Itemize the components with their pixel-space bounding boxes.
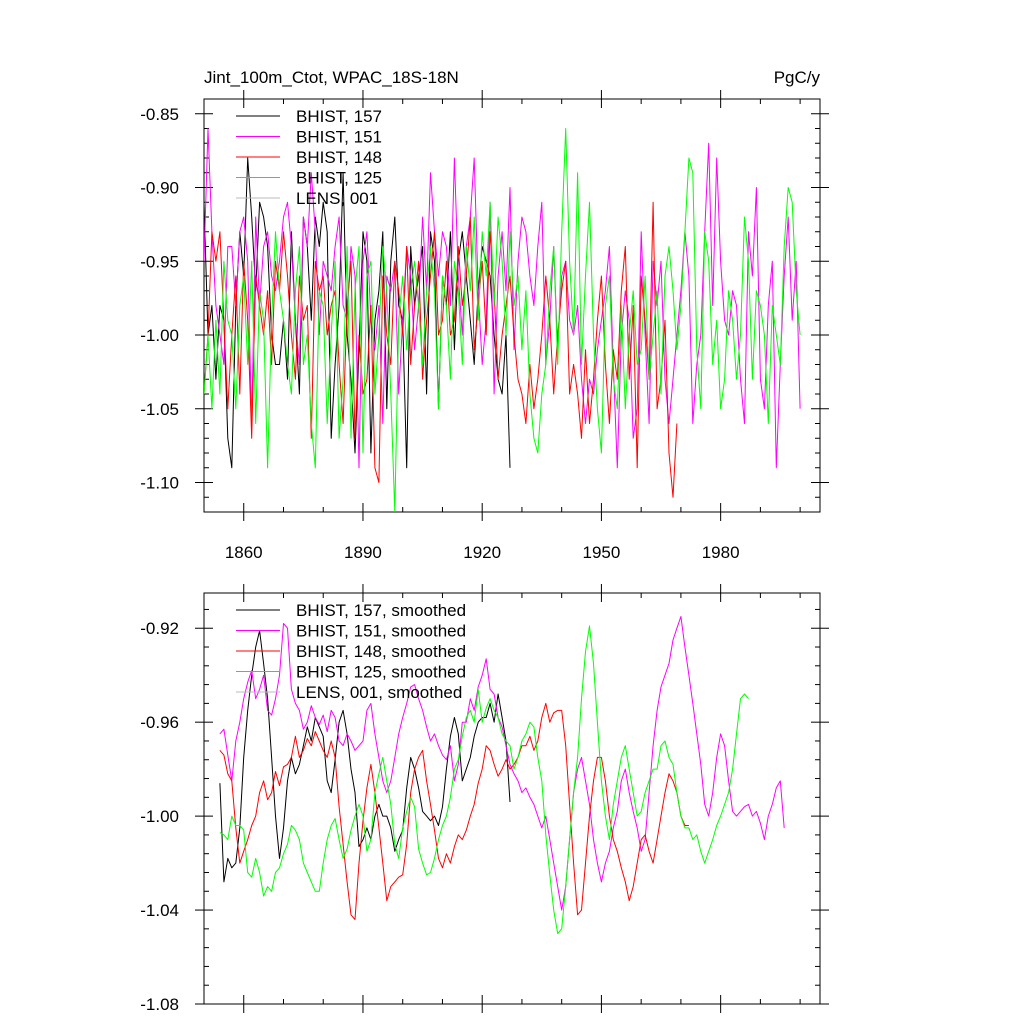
y-tick-label: -1.05 bbox=[140, 400, 179, 419]
x-tick-label: 1950 bbox=[583, 543, 621, 562]
x-tick-label: 1860 bbox=[225, 543, 263, 562]
legend-label: BHIST, 148 bbox=[296, 148, 382, 167]
y-tick-label: -1.00 bbox=[140, 326, 179, 345]
y-tick-label: -0.92 bbox=[140, 619, 179, 638]
y-tick-label: -1.04 bbox=[140, 901, 179, 920]
top-panel: 1860 1890 1920 1950 1980 -1.10 -1.05 -1.00 -0.95… bbox=[140, 90, 829, 562]
legend-label: BHIST, 151 bbox=[296, 128, 382, 147]
y-tick-label: -0.95 bbox=[140, 252, 179, 271]
legend-label: LENS, 001, smoothed bbox=[296, 683, 462, 702]
y-tick-label: -0.85 bbox=[140, 105, 179, 124]
legend: BHIST, 157, smoothed BHIST, 151, smoothed… bbox=[236, 601, 466, 702]
chart-title: Jint_100m_Ctot, WPAC_18S-18N bbox=[204, 68, 459, 87]
legend-label: BHIST, 125 bbox=[296, 169, 382, 188]
series-line-bhist-151 bbox=[204, 128, 801, 469]
x-tick-label: 1920 bbox=[463, 543, 501, 562]
series-line-bhist-148-smoothed bbox=[219, 702, 689, 920]
plot-frame bbox=[203, 592, 821, 1005]
legend-label: BHIST, 125, smoothed bbox=[296, 663, 466, 682]
legend-label: BHIST, 157, smoothed bbox=[296, 601, 466, 620]
y-tick-label: -0.90 bbox=[140, 179, 179, 198]
series-line-bhist-151-smoothed bbox=[219, 616, 785, 911]
y-tick-label: -1.10 bbox=[140, 474, 179, 493]
legend-label: BHIST, 148, smoothed bbox=[296, 642, 466, 661]
series-line-bhist-125-smoothed bbox=[219, 625, 749, 934]
bottom-panel: -1.08 -1.04 -1.00 -0.96 -0.92 BHIST, 157, smo… bbox=[140, 584, 829, 1014]
y-tick-label: -0.96 bbox=[140, 713, 179, 732]
x-tick-label: 1890 bbox=[344, 543, 382, 562]
series-line-bhist-125 bbox=[204, 128, 801, 512]
y-tick-label: -1.00 bbox=[140, 807, 179, 826]
legend-label: BHIST, 157 bbox=[296, 107, 382, 126]
legend-label: BHIST, 151, smoothed bbox=[296, 622, 466, 641]
x-tick-label: 1980 bbox=[702, 543, 740, 562]
y-tick-label: -1.08 bbox=[140, 995, 179, 1014]
legend-label: LENS, 001 bbox=[296, 189, 378, 208]
units-label: PgC/y bbox=[774, 68, 821, 87]
